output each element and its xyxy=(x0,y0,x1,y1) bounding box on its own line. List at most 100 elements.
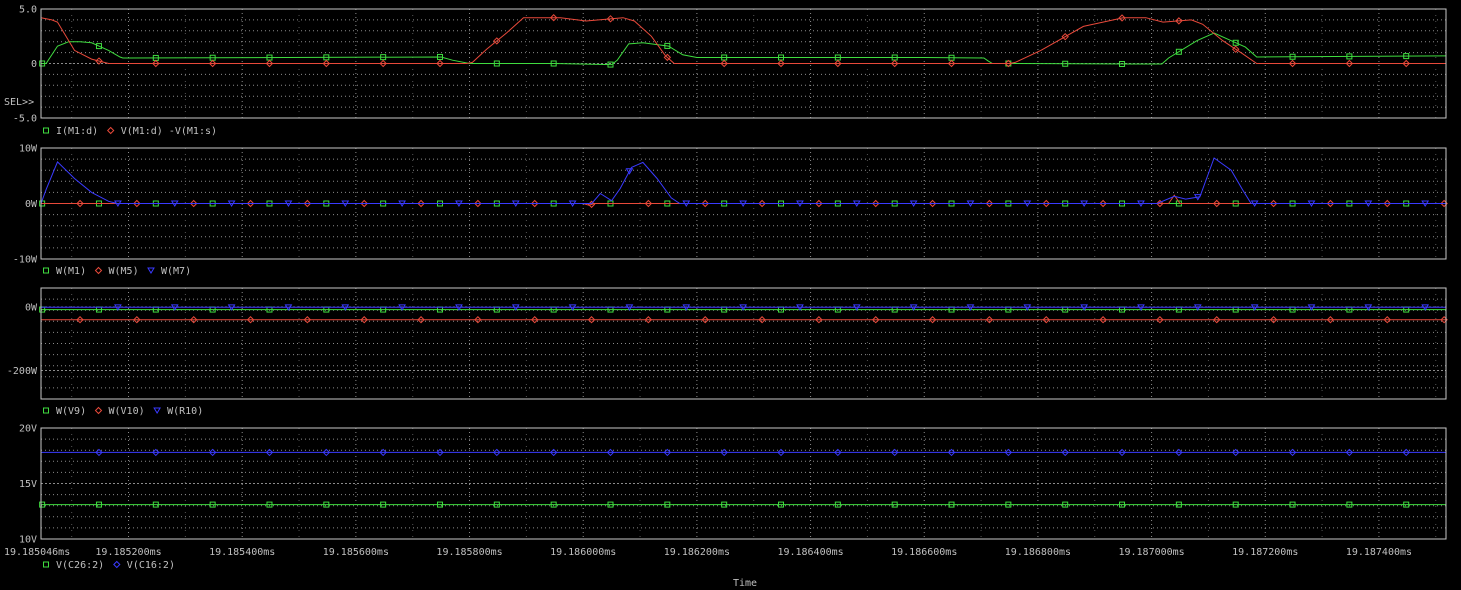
series-marker xyxy=(778,501,785,508)
y-tick-label: 10V xyxy=(19,535,37,546)
legend-label: W(M5) xyxy=(109,266,139,277)
series-marker xyxy=(1156,316,1164,324)
legend-marker-square-marker-icon xyxy=(43,407,49,414)
series-marker xyxy=(1307,304,1316,311)
series-marker xyxy=(398,200,406,207)
series-marker xyxy=(1193,304,1202,311)
legend-label: W(M7) xyxy=(161,266,191,277)
legend-marker-diamond-marker-icon xyxy=(106,126,115,135)
series-marker xyxy=(852,304,861,311)
series-marker xyxy=(1307,200,1316,207)
frame-layer xyxy=(40,8,1447,540)
series-marker xyxy=(1175,48,1182,55)
series-marker xyxy=(1062,60,1069,67)
series-marker xyxy=(360,316,368,324)
series-marker xyxy=(834,501,841,508)
series-line xyxy=(40,17,1446,64)
series-marker xyxy=(1421,200,1430,207)
y-tick-label: 0W xyxy=(25,303,38,314)
series-marker xyxy=(152,448,160,457)
series-marker xyxy=(436,53,443,60)
series-marker xyxy=(189,316,198,324)
series-marker xyxy=(493,501,500,508)
series-marker xyxy=(266,501,273,508)
series-marker xyxy=(436,59,444,68)
series-marker xyxy=(284,304,293,311)
y-tick-label: 15V xyxy=(19,479,37,490)
legend-label: V(C26:2) xyxy=(56,560,104,571)
legend-marker-diamond-marker-icon xyxy=(94,406,103,415)
series-marker xyxy=(758,199,766,208)
x-tick-label: 19.187000ms xyxy=(1118,547,1184,558)
series-marker xyxy=(455,304,463,311)
series-marker xyxy=(663,448,672,457)
series-marker xyxy=(607,61,614,68)
series-marker xyxy=(758,316,766,324)
series-marker xyxy=(1326,316,1335,324)
legend-label: I(M1:d) xyxy=(56,126,98,137)
series-marker xyxy=(531,199,539,208)
legend-label: V(M1:d) -V(M1:s) xyxy=(121,126,217,137)
x-tick-label: 19.185600ms xyxy=(323,547,389,558)
series-marker xyxy=(587,316,596,324)
series-marker xyxy=(872,199,880,208)
series-marker xyxy=(1137,200,1145,207)
series-marker xyxy=(1023,304,1032,311)
series-marker xyxy=(341,200,350,207)
series-marker xyxy=(170,304,179,311)
series-marker xyxy=(549,14,558,22)
series-marker xyxy=(1269,316,1278,324)
series-marker xyxy=(189,199,198,208)
series-marker xyxy=(474,316,482,324)
series-marker xyxy=(928,199,937,208)
series-marker xyxy=(246,316,255,324)
x-tick-label: 19.185800ms xyxy=(436,547,502,558)
series-marker xyxy=(1137,304,1145,311)
series-marker xyxy=(133,199,141,208)
series-marker xyxy=(777,59,785,68)
series-marker xyxy=(246,199,255,208)
series-marker xyxy=(1402,448,1410,457)
series-marker xyxy=(95,448,103,457)
series-marker xyxy=(1061,448,1069,457)
series-marker xyxy=(398,304,406,311)
series-marker xyxy=(682,200,691,207)
legend-label: W(M1) xyxy=(56,266,86,277)
series-marker xyxy=(985,316,994,324)
y-tick-label: 20V xyxy=(19,424,37,435)
series-marker xyxy=(455,200,463,207)
series-marker xyxy=(701,199,709,208)
series-marker xyxy=(1193,194,1202,201)
series-marker xyxy=(815,316,823,324)
series-marker xyxy=(1231,45,1240,53)
series-line xyxy=(40,157,1446,204)
series-marker xyxy=(1080,304,1089,311)
series-marker xyxy=(720,448,728,457)
y-tick-label: 0W xyxy=(25,199,38,210)
series-marker xyxy=(550,60,557,67)
series-marker xyxy=(701,316,709,324)
series-marker xyxy=(76,316,84,324)
series-marker xyxy=(284,200,293,207)
x-tick-label: 19.186800ms xyxy=(1005,547,1071,558)
series-marker xyxy=(625,304,634,311)
x-tick-label: 19.185046ms xyxy=(4,547,70,558)
legend-label: V(C16:2) xyxy=(127,560,175,571)
series-marker xyxy=(568,304,577,311)
series-marker xyxy=(227,304,236,311)
series-marker xyxy=(1213,199,1221,208)
series-marker xyxy=(549,448,558,457)
series-marker xyxy=(1403,501,1410,508)
series-marker xyxy=(777,448,785,457)
series-marker xyxy=(664,42,671,49)
legend-marker-triangle-down-marker-icon xyxy=(147,267,155,274)
series-marker xyxy=(303,199,312,208)
series-marker xyxy=(380,54,387,61)
series-marker xyxy=(550,501,557,508)
series-marker xyxy=(114,200,122,207)
series-marker xyxy=(796,304,804,311)
series-marker xyxy=(1213,316,1221,324)
series-marker xyxy=(265,448,274,457)
series-marker xyxy=(852,200,861,207)
series-marker xyxy=(1289,501,1296,508)
